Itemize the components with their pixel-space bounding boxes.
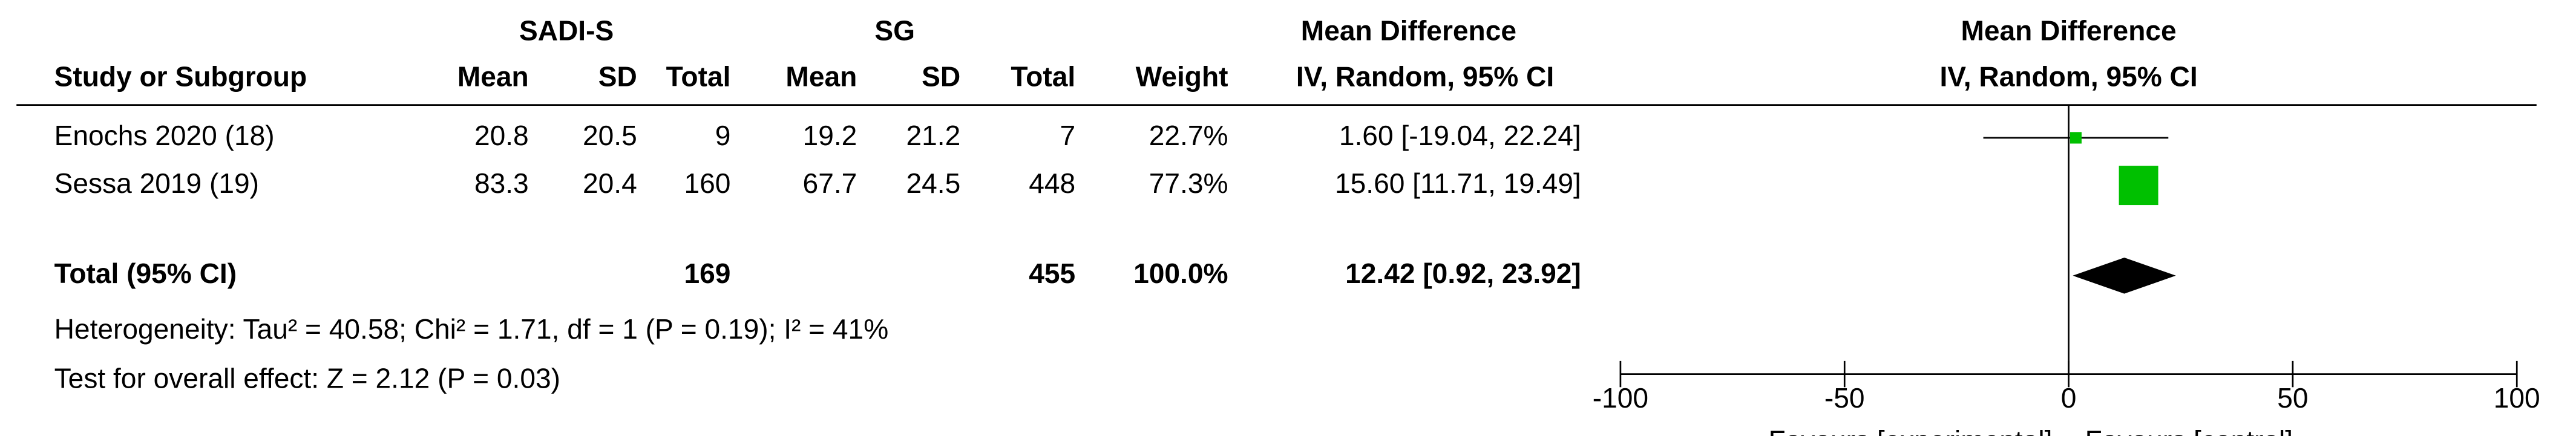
- total-diamond: [2073, 257, 2176, 294]
- chart-subtitle: IV, Random, 95% CI: [1939, 60, 2197, 92]
- total-cell: 12.42 [0.92, 23.92]: [1345, 258, 1581, 289]
- heterogeneity: Heterogeneity: Tau² = 40.58; Chi² = 1.71…: [54, 313, 889, 345]
- table-cell: 77.3%: [1149, 168, 1228, 199]
- column-header: Study or Subgroup: [54, 60, 307, 92]
- overall-effect: Test for overall effect: Z = 2.12 (P = 0…: [54, 363, 560, 394]
- total-cell: 169: [684, 258, 730, 289]
- table-cell: 1.60 [-19.04, 22.24]: [1339, 120, 1581, 151]
- column-header: SD: [598, 60, 637, 92]
- table-cell: 67.7: [803, 168, 857, 199]
- table-cell: Sessa 2019 (19): [54, 168, 259, 199]
- total-cell: Total (95% CI): [54, 258, 237, 289]
- table-cell: 20.4: [583, 168, 637, 199]
- table-cell: 15.60 [11.71, 19.49]: [1335, 168, 1581, 199]
- column-header: Total: [1011, 60, 1075, 92]
- column-header: SD: [922, 60, 960, 92]
- x-tick-label: -100: [1593, 382, 1648, 414]
- table-cell: 9: [715, 120, 731, 151]
- x-label-left: Favours [experimental]: [1768, 425, 2052, 436]
- table-cell: 20.5: [583, 120, 637, 151]
- table-cell: 22.7%: [1149, 120, 1228, 151]
- x-tick-label: 50: [2277, 382, 2308, 414]
- group-header: SG: [874, 15, 915, 46]
- column-header: Weight: [1136, 60, 1228, 92]
- column-header: Mean: [785, 60, 857, 92]
- study-square: [2070, 132, 2082, 144]
- table-cell: 160: [684, 168, 730, 199]
- x-tick-label: 100: [2494, 382, 2540, 414]
- group-header: Mean Difference: [1301, 15, 1516, 46]
- total-cell: 455: [1029, 258, 1075, 289]
- column-header: Total: [666, 60, 731, 92]
- table-cell: Enochs 2020 (18): [54, 120, 275, 151]
- table-cell: 24.5: [906, 168, 960, 199]
- group-header: SADI-S: [519, 15, 614, 46]
- table-cell: 7: [1060, 120, 1076, 151]
- total-cell: 100.0%: [1133, 258, 1228, 289]
- column-header: Mean: [457, 60, 529, 92]
- table-cell: 21.2: [906, 120, 960, 151]
- x-tick-label: -50: [1824, 382, 1865, 414]
- x-tick-label: 0: [2061, 382, 2077, 414]
- study-square: [2119, 166, 2158, 206]
- x-label-right: Favours [control]: [2085, 425, 2293, 436]
- table-cell: 20.8: [474, 120, 529, 151]
- table-cell: 83.3: [474, 168, 529, 199]
- table-cell: 448: [1029, 168, 1075, 199]
- chart-title: Mean Difference: [1961, 15, 2176, 46]
- table-cell: 19.2: [803, 120, 857, 151]
- column-header: IV, Random, 95% CI: [1296, 60, 1554, 92]
